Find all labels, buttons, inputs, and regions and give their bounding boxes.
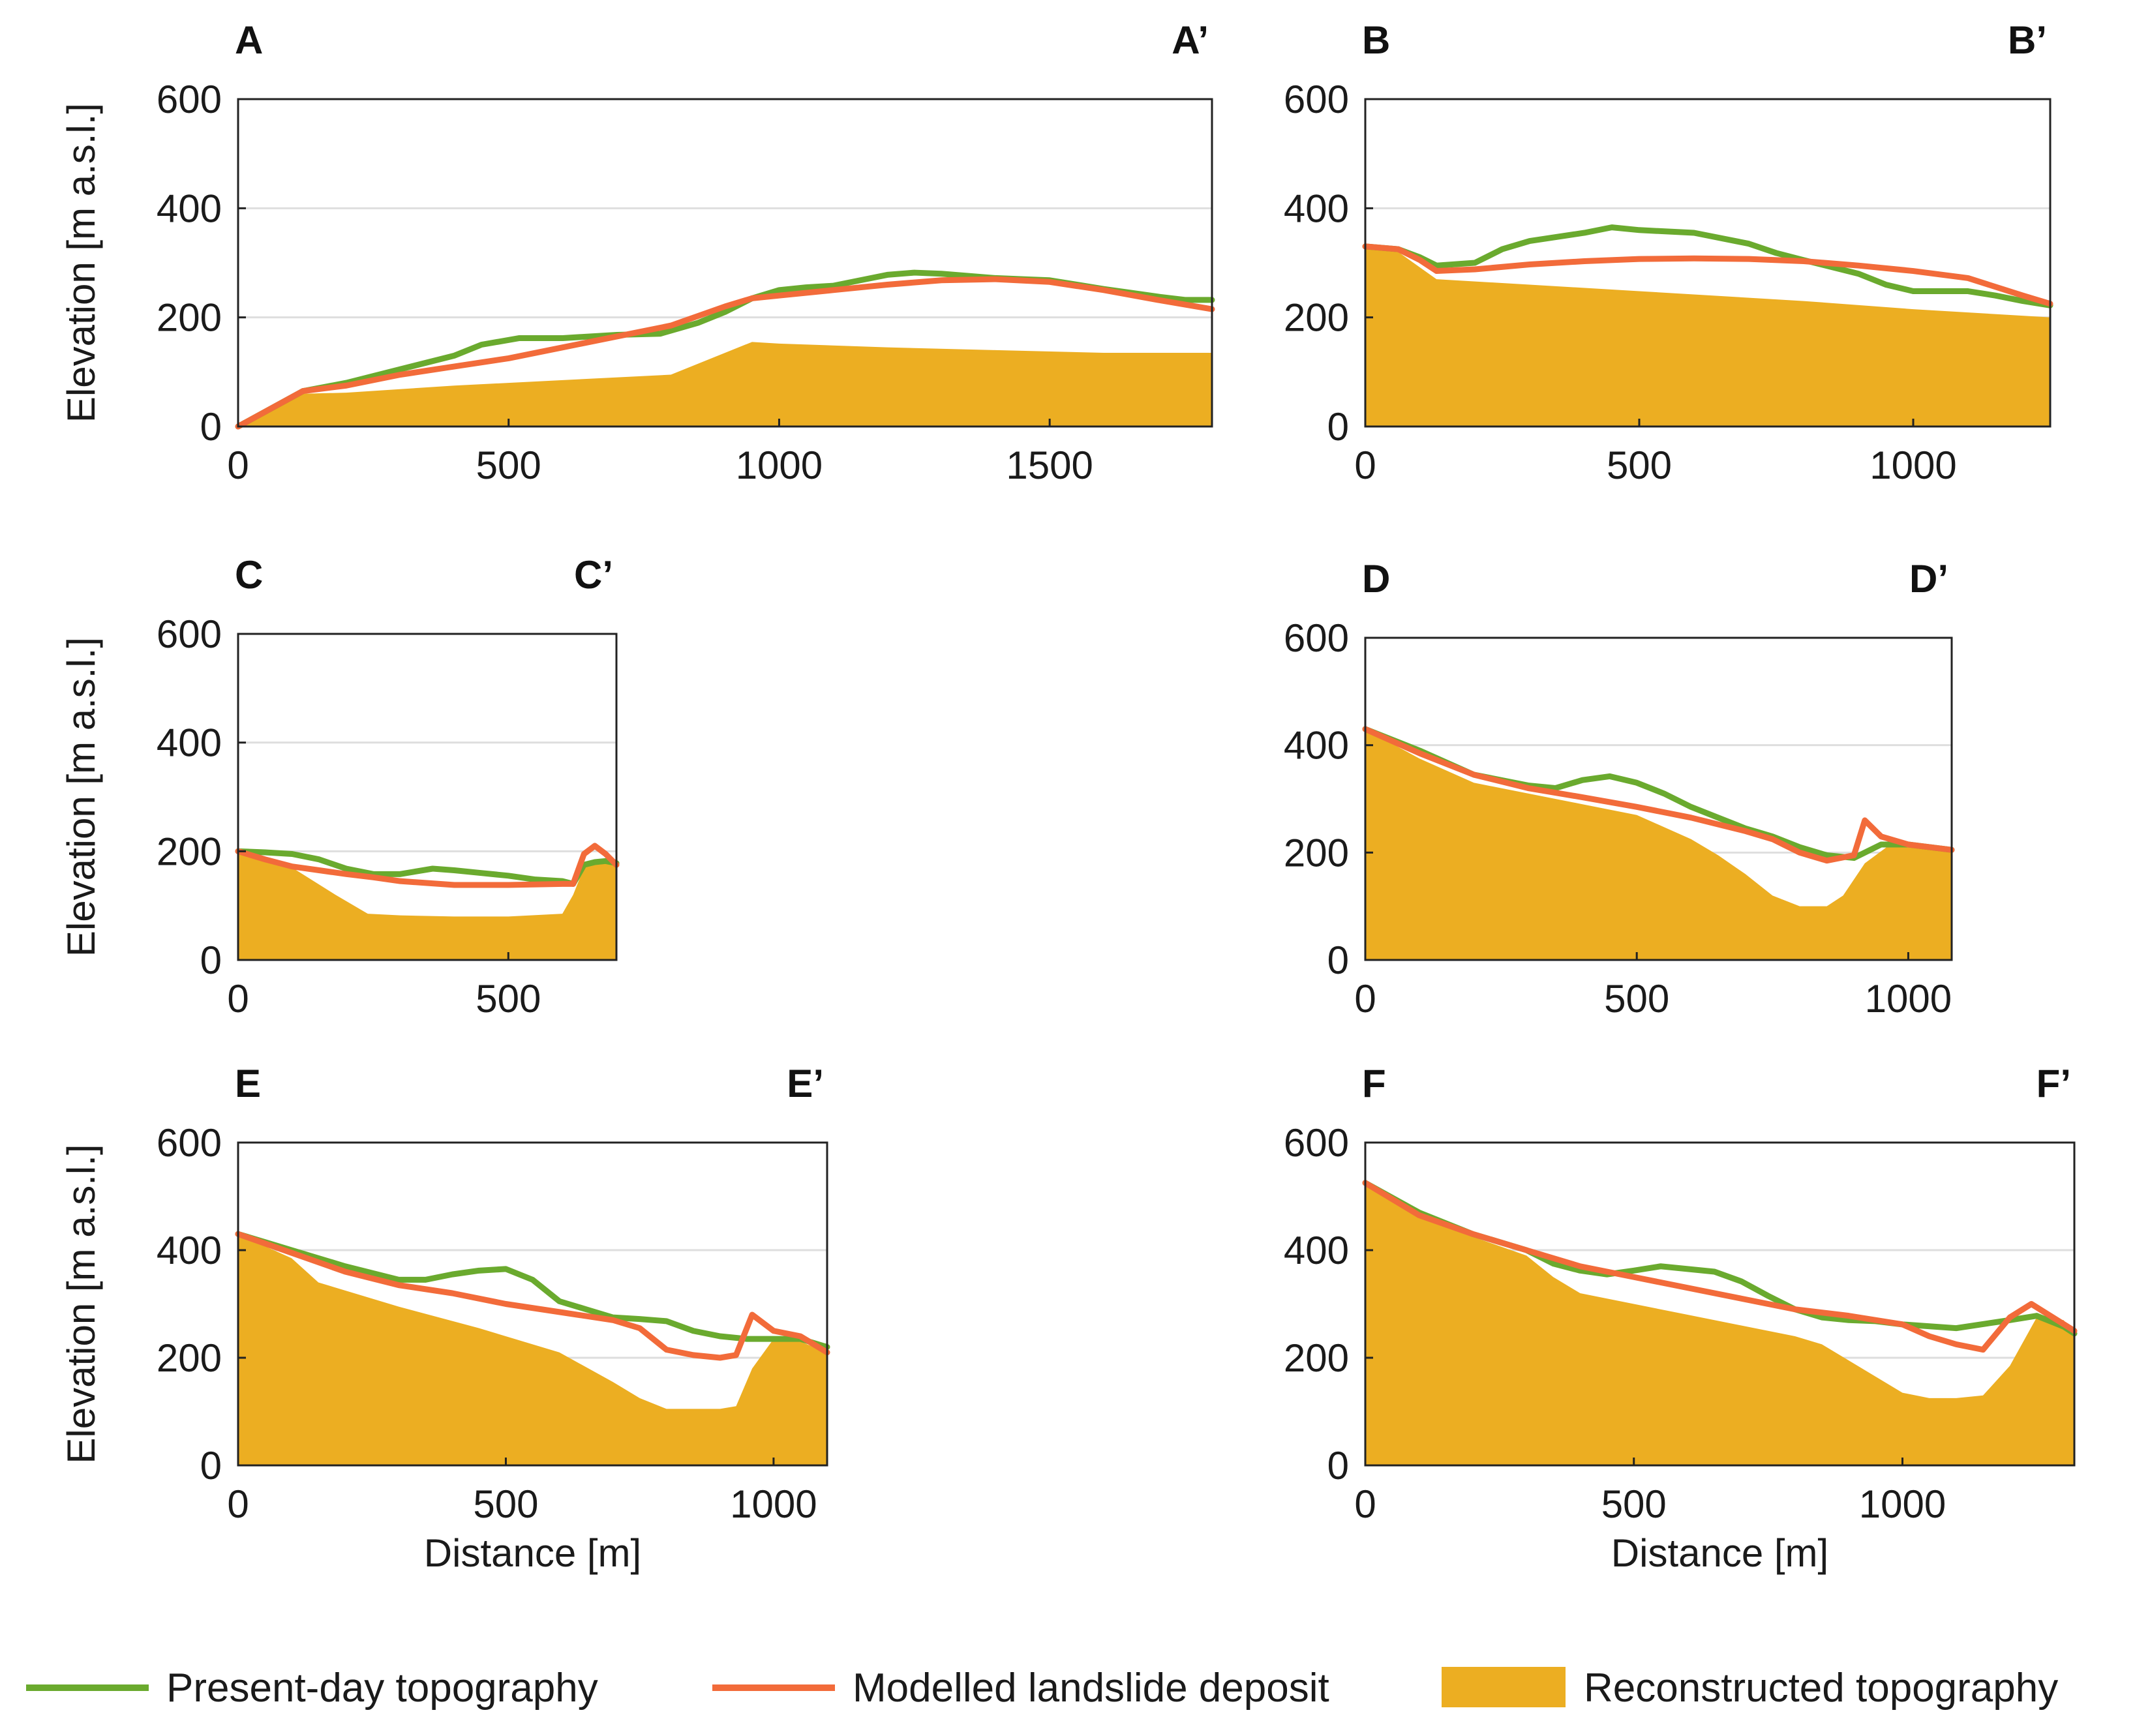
section-start-label: C [235,553,263,597]
y-tick-label: 200 [1284,296,1349,340]
section-start-label: A [235,18,263,62]
panel-e: 0 200 400 600 0 500 1000 E E’ Elevation [m a.s.l.… [59,1062,830,1575]
x-tick-label: 1500 [1006,443,1093,487]
reconstructed-topography-area [1365,728,1952,960]
x-tick-label: 0 [227,1482,249,1526]
modelled-landslide-deposit-line [235,843,620,888]
modelled-landslide-deposit-line [1362,243,2053,307]
x-tick-label: 1000 [1865,977,1952,1021]
section-start-label: F [1362,1062,1386,1105]
y-tick-label: 0 [200,938,222,982]
x-axis-title: Distance [m] [1611,1531,1828,1575]
y-tick-label: 0 [200,1444,222,1488]
x-tick-label: 0 [1354,1482,1376,1526]
section-end-label: F’ [2036,1062,2071,1105]
x-tick-label: 1000 [1859,1482,1946,1526]
x-tick-label: 500 [1607,443,1672,487]
y-tick-label: 400 [1284,724,1349,768]
reconstructed-topography-area [238,342,1212,427]
legend: Present-day topography Modelled landslide… [26,1666,2058,1711]
section-start-label: E [235,1062,261,1105]
y-tick-label: 600 [157,612,222,656]
y-tick-label: 200 [157,296,222,340]
x-tick-label: 500 [473,1482,538,1526]
panel-d: 0 200 400 600 0 500 1000 D D’ [1284,557,1955,1021]
section-start-label: B [1362,18,1390,62]
section-end-label: B’ [2008,18,2047,62]
legend-reconstructed-label: Reconstructed topography [1584,1666,2058,1711]
y-tick-label: 600 [1284,616,1349,660]
y-tick-label: 0 [1327,405,1349,449]
y-tick-label: 600 [157,1121,222,1165]
x-tick-label: 0 [1354,977,1376,1021]
plot-frame [237,98,1213,428]
y-tick-label: 600 [157,78,222,121]
section-start-label: D [1362,557,1390,601]
reconstructed-topography-area [1365,1182,2074,1465]
modelled-landslide-deposit-line [1362,1180,2078,1353]
y-tick-label: 400 [157,1229,222,1272]
section-end-label: A’ [1172,18,1209,62]
y-tick-label: 0 [1327,938,1349,982]
panel-b: 0 200 400 600 0 500 1000 B B’ [1284,18,2053,487]
modelled-landslide-deposit-line [235,276,1215,430]
x-tick-label: 500 [476,977,541,1021]
legend-modelled-label: Modelled landslide deposit [853,1666,1329,1711]
y-tick-label: 200 [157,1336,222,1380]
y-tick-label: 600 [1284,1121,1349,1165]
x-tick-label: 500 [1604,977,1669,1021]
legend-reconstructed-swatch [1442,1667,1566,1707]
reconstructed-topography-area [238,1234,827,1465]
reconstructed-topography-area [1365,246,2050,427]
plot-frame [1364,98,2052,428]
x-tick-label: 500 [1601,1482,1667,1526]
plot-frame [1364,1141,2076,1467]
modelled-landslide-deposit-line [235,1231,830,1361]
plot-frame [237,633,618,961]
y-tick-label: 600 [1284,78,1349,121]
y-axis-title: Elevation [m a.s.l.] [59,637,103,957]
reconstructed-topography-area [238,851,616,960]
x-axis-title: Distance [m] [424,1531,641,1575]
x-tick-label: 1000 [736,443,823,487]
section-end-label: D’ [1909,557,1948,601]
present-day-topography-line [235,848,620,887]
y-axis-title: Elevation [m a.s.l.] [59,1144,103,1463]
x-tick-label: 1000 [1870,443,1956,487]
x-tick-label: 1000 [730,1482,817,1526]
y-tick-label: 400 [1284,187,1349,230]
y-tick-label: 200 [1284,1336,1349,1380]
section-end-label: E’ [787,1062,824,1105]
section-end-label: C’ [574,553,613,597]
y-tick-label: 400 [157,721,222,765]
x-tick-label: 0 [227,977,249,1021]
plot-frame [237,1141,828,1467]
x-tick-label: 500 [476,443,541,487]
present-day-topography-line [1362,224,2053,308]
y-tick-label: 200 [1284,831,1349,875]
y-tick-label: 0 [1327,1444,1349,1488]
present-day-topography-line [1362,1180,2078,1337]
legend-present-label: Present-day topography [166,1666,598,1711]
panel-f: 0 200 400 600 0 500 1000 F F’ Distance [m] [1284,1062,2078,1575]
y-axis-title: Elevation [m a.s.l.] [59,103,103,423]
panel-c: 0 200 400 600 0 500 C C’ Elevation [m a.s.l.] [59,553,620,1021]
plot-frame [1364,636,1953,961]
panel-a: 0 200 400 600 0 500 1000 1500 A A’ Elevation [m a.… [59,18,1215,487]
x-tick-label: 0 [227,443,249,487]
y-tick-label: 200 [157,830,222,873]
x-tick-label: 0 [1354,443,1376,487]
y-tick-label: 400 [157,187,222,230]
y-tick-label: 0 [200,405,222,449]
y-tick-label: 400 [1284,1229,1349,1272]
modelled-landslide-deposit-line [1362,726,1955,864]
